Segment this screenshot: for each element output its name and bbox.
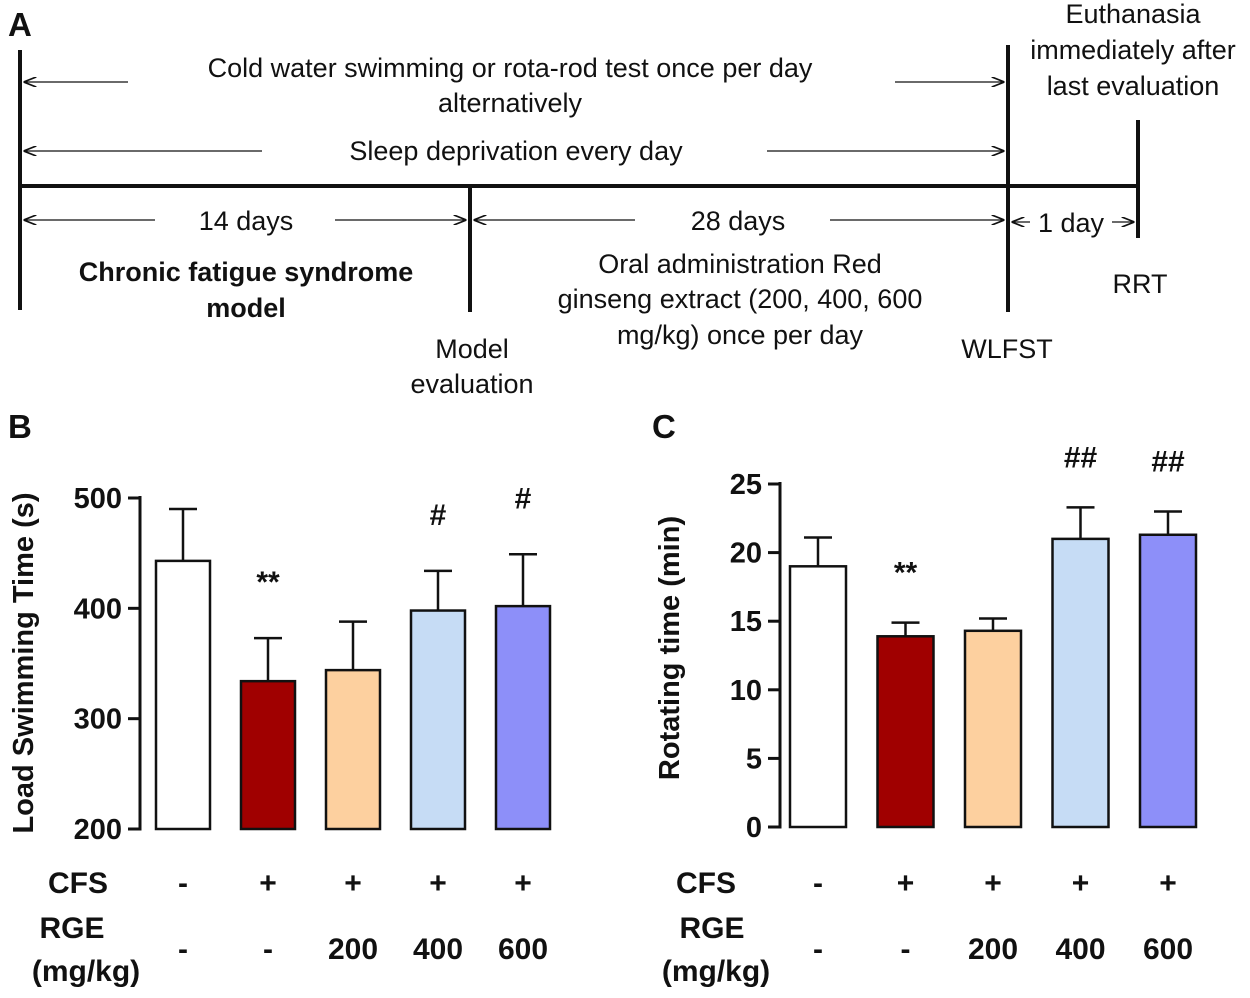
chart-c-y-tick-label: 10	[730, 675, 762, 707]
chart-b-significance-label: #	[515, 482, 532, 515]
chart-b-bar-3	[324, 668, 382, 831]
chart-c-bar-1	[788, 565, 848, 829]
chart-c-bar-5	[1138, 533, 1198, 829]
condition-values-b: - + + + + - - 200 400 600	[178, 867, 548, 966]
phase1-label-line1: Chronic fatigue syndrome	[79, 257, 414, 287]
chart-c-significance-label: **	[894, 557, 918, 590]
chart-c-y-tick-label: 15	[730, 606, 762, 638]
panel-label-b: B	[8, 408, 32, 445]
chart-b-bars: ** # #	[154, 482, 552, 831]
phase1-label-line2: model	[206, 293, 286, 323]
chart-c-rge-value: -	[813, 933, 823, 966]
chart-c-bars: ** ## ##	[788, 441, 1198, 829]
phase3-duration: 1 day	[1038, 208, 1105, 238]
chart-b-cfs-value: -	[178, 867, 188, 900]
chart-b-bar-5	[494, 604, 552, 831]
chart-b-significance-label: **	[256, 566, 280, 599]
chart-b-rge-value: 600	[498, 933, 548, 966]
euthanasia-text-line2: immediately after	[1030, 35, 1236, 65]
chart-b-rge-value: -	[178, 933, 188, 966]
chart-c-y-axis: 0 5 10 15 20 25	[730, 469, 782, 844]
rge-label-b-line2: (mg/kg)	[32, 955, 140, 988]
chart-b-y-tick-label: 400	[74, 593, 122, 625]
chart-c-bar-4	[1051, 537, 1110, 829]
timeline-panel: A Euthanasia immediately after last eval…	[8, 0, 1236, 399]
chart-c-cfs-value: +	[1072, 867, 1090, 900]
chart-b-cfs-value: +	[429, 867, 447, 900]
chart-c-rge-value: 400	[1055, 933, 1105, 966]
panel-label-a: A	[8, 6, 32, 43]
rrt-label: RRT	[1112, 269, 1167, 299]
chart-b: B Load Swimming Time (s) ** # # 200 300 400 5…	[8, 408, 552, 846]
chart-c-cfs-value: +	[897, 867, 915, 900]
cold-water-text-line1: Cold water swimming or rota-rod test onc…	[208, 53, 813, 83]
chart-b-cfs-value: +	[344, 867, 362, 900]
chart-c-cfs-value: -	[813, 867, 823, 900]
chart-c-rge-value: 200	[968, 933, 1018, 966]
conditions-c: CFS RGE (mg/kg) - + + + + - - 200 400 600	[662, 867, 1193, 988]
wlfst-label: WLFST	[961, 334, 1053, 364]
chart-b-rge-value: 200	[328, 933, 378, 966]
chart-c: C Rotating time (min) ** ## ## 0 5 10 15 20 25	[652, 408, 1198, 844]
chart-c-y-tick-label: 20	[730, 538, 762, 570]
chart-c-y-tick-label: 5	[746, 743, 762, 775]
chart-b-y-tick-label: 300	[74, 704, 122, 736]
rge-label-b-line1: RGE	[39, 912, 104, 945]
chart-b-y-tick-label: 200	[74, 814, 122, 846]
chart-c-rge-value: 600	[1143, 933, 1193, 966]
chart-c-y-tick-label: 25	[730, 469, 762, 501]
cfs-label-b: CFS	[48, 867, 108, 900]
chart-b-significance-label: #	[430, 499, 447, 532]
chart-b-cfs-value: +	[514, 867, 532, 900]
sleep-deprivation-text: Sleep deprivation every day	[349, 136, 683, 166]
chart-b-rge-value: 400	[413, 933, 463, 966]
cold-water-text-line2: alternatively	[438, 88, 583, 118]
rge-label-c-line1: RGE	[679, 912, 744, 945]
rge-label-c-line2: (mg/kg)	[662, 955, 770, 988]
chart-c-bar-3	[963, 629, 1023, 829]
chart-b-bar-1	[154, 559, 212, 831]
phase2-duration: 28 days	[691, 206, 786, 236]
model-evaluation-line2: evaluation	[410, 369, 533, 399]
chart-b-y-axis: 200 300 400 500	[74, 483, 142, 846]
chart-c-y-tick-label: 0	[746, 812, 762, 844]
phase1-duration: 14 days	[199, 206, 294, 236]
chart-b-bar-2	[239, 679, 297, 831]
cfs-label-c: CFS	[676, 867, 736, 900]
chart-b-rge-value: -	[263, 933, 273, 966]
euthanasia-text-line1: Euthanasia	[1065, 0, 1201, 29]
phase2-label-line3: mg/kg) once per day	[617, 320, 864, 350]
euthanasia-text-line3: last evaluation	[1047, 71, 1220, 101]
chart-b-y-tick-label: 500	[74, 483, 122, 515]
conditions-b: CFS RGE (mg/kg) - + + + + - - 200 400 600	[32, 867, 548, 988]
phase2-label-line1: Oral administration Red	[598, 249, 882, 279]
chart-c-ylabel: Rotating time (min)	[654, 516, 686, 780]
chart-c-rge-value: -	[901, 933, 911, 966]
chart-c-cfs-value: +	[984, 867, 1002, 900]
chart-c-bar-2	[876, 635, 935, 829]
condition-values-c: - + + + + - - 200 400 600	[813, 867, 1193, 966]
chart-b-cfs-value: +	[259, 867, 277, 900]
chart-b-ylabel: Load Swimming Time (s)	[8, 492, 40, 833]
chart-c-significance-label: ##	[1064, 441, 1098, 474]
model-evaluation-line1: Model	[435, 334, 509, 364]
chart-c-cfs-value: +	[1159, 867, 1177, 900]
chart-b-bar-4	[409, 609, 467, 831]
phase2-label-line2: ginseng extract (200, 400, 600	[558, 284, 923, 314]
panel-label-c: C	[652, 408, 676, 445]
chart-c-significance-label: ##	[1151, 445, 1185, 478]
